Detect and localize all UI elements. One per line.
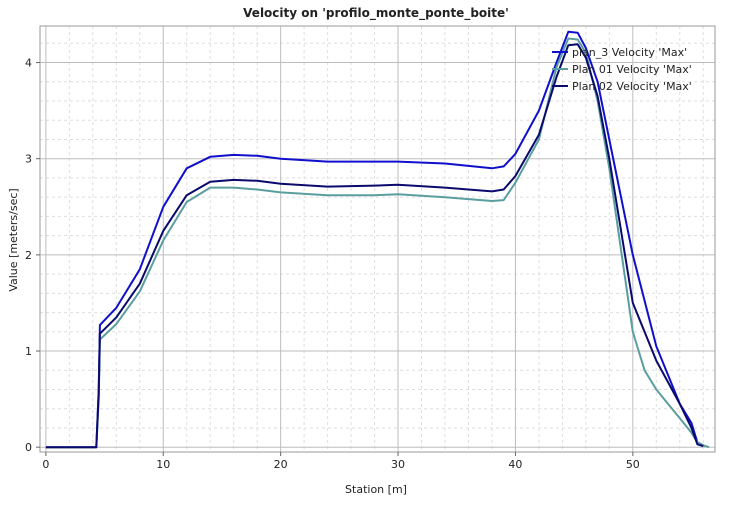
plot-frame [39,25,716,453]
y-tick-label: 1 [25,345,32,358]
series-line [45,43,704,449]
legend-label: Plan 01 Velocity 'Max' [572,63,692,76]
major-grid [40,26,715,452]
x-tick-label: 40 [508,458,522,471]
legend-label: Plan 02 Velocity 'Max' [572,80,692,93]
x-tick-label: 10 [156,458,170,471]
legend-label: plan_3 Velocity 'Max' [572,46,687,59]
chart-title: Velocity on 'profilo_monte_ponte_boite' [243,6,509,21]
y-tick-label: 0 [25,441,32,454]
series-line [45,30,704,449]
series-line [45,37,710,449]
legend: plan_3 Velocity 'Max' Plan 01 Velocity 'M… [552,46,692,93]
axis-ticks: 0 10 20 30 40 50 0 1 2 3 4 [25,57,640,471]
x-tick-label: 20 [274,458,288,471]
x-tick-label: 30 [391,458,405,471]
y-tick-label: 4 [25,57,32,70]
x-tick-label: 50 [626,458,640,471]
minor-grid [40,26,715,452]
x-tick-label: 0 [42,458,49,471]
series-layer [45,30,710,449]
y-tick-label: 2 [25,249,32,262]
y-axis-label: Value [meters/sec] [7,188,20,291]
y-tick-label: 3 [25,153,32,166]
x-axis-label: Station [m] [345,483,407,496]
